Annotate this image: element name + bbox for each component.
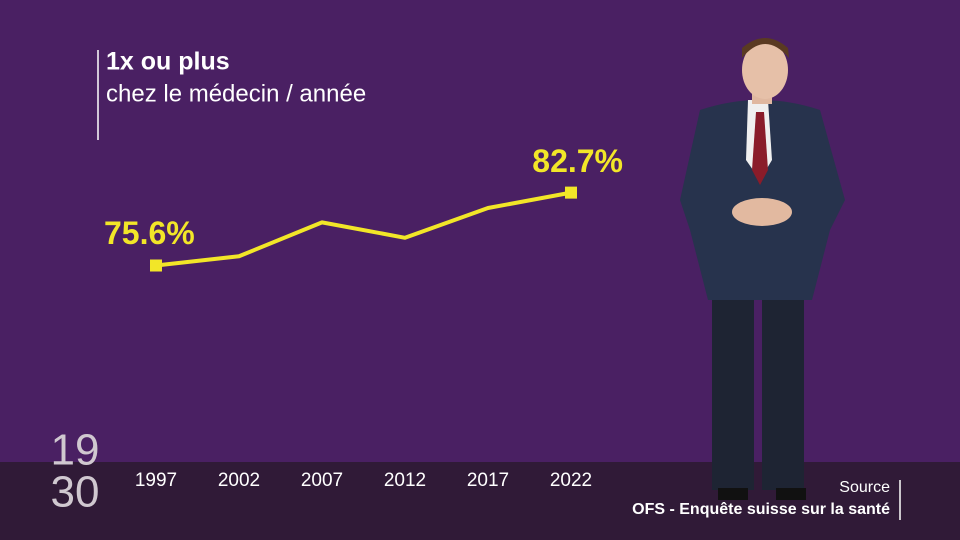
chart-subtitle: chez le médecin / année <box>106 80 366 107</box>
data-label: 82.7% <box>532 143 623 179</box>
logo-top: 19 <box>51 426 100 475</box>
data-label: 75.6% <box>104 215 195 251</box>
source-label: Source <box>839 479 890 496</box>
point-marker <box>150 259 162 272</box>
chart-title: 1x ou plus <box>106 48 230 76</box>
point-marker <box>565 186 577 199</box>
x-tick-label: 2007 <box>301 470 343 491</box>
presenter <box>680 38 845 500</box>
x-tick-label: 2002 <box>218 470 260 491</box>
x-tick-label: 1997 <box>135 470 177 491</box>
x-tick-label: 2017 <box>467 470 509 491</box>
x-tick-label: 2022 <box>550 470 592 491</box>
data-line <box>155 190 572 268</box>
x-tick-label: 2012 <box>384 470 426 491</box>
logo-bottom: 30 <box>51 468 100 517</box>
source-text: OFS - Enquête suisse sur la santé <box>632 501 890 518</box>
